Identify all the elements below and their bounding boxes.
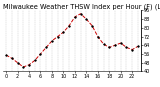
Text: Milwaukee Weather THSW Index per Hour (F) (Last 24 Hours): Milwaukee Weather THSW Index per Hour (F… [3,3,160,10]
